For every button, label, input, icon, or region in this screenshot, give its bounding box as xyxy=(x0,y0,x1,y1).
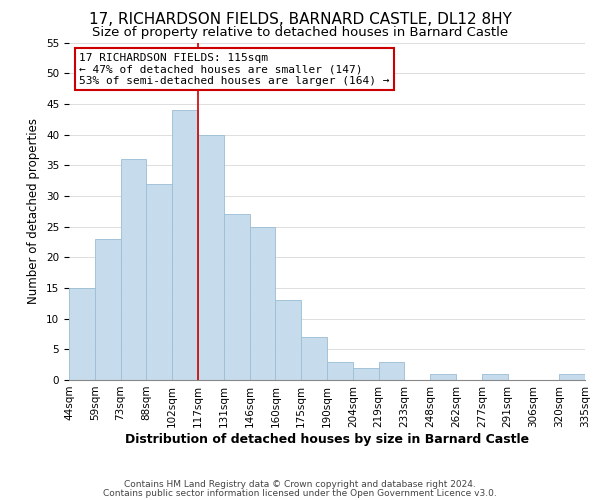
Bar xyxy=(250,226,275,380)
Bar xyxy=(430,374,456,380)
Bar xyxy=(482,374,508,380)
Y-axis label: Number of detached properties: Number of detached properties xyxy=(28,118,40,304)
Bar xyxy=(172,110,198,380)
Text: 17, RICHARDSON FIELDS, BARNARD CASTLE, DL12 8HY: 17, RICHARDSON FIELDS, BARNARD CASTLE, D… xyxy=(89,12,511,28)
Bar xyxy=(121,159,146,380)
Text: Contains public sector information licensed under the Open Government Licence v3: Contains public sector information licen… xyxy=(103,488,497,498)
Bar xyxy=(379,362,404,380)
Bar xyxy=(224,214,250,380)
Text: Size of property relative to detached houses in Barnard Castle: Size of property relative to detached ho… xyxy=(92,26,508,39)
Bar xyxy=(275,300,301,380)
Bar xyxy=(559,374,585,380)
Bar xyxy=(146,184,172,380)
Bar xyxy=(301,337,327,380)
Bar xyxy=(327,362,353,380)
Text: Contains HM Land Registry data © Crown copyright and database right 2024.: Contains HM Land Registry data © Crown c… xyxy=(124,480,476,489)
X-axis label: Distribution of detached houses by size in Barnard Castle: Distribution of detached houses by size … xyxy=(125,432,529,446)
Bar xyxy=(69,288,95,380)
Bar xyxy=(95,239,121,380)
Bar xyxy=(198,134,224,380)
Bar xyxy=(353,368,379,380)
Text: 17 RICHARDSON FIELDS: 115sqm
← 47% of detached houses are smaller (147)
53% of s: 17 RICHARDSON FIELDS: 115sqm ← 47% of de… xyxy=(79,52,390,86)
